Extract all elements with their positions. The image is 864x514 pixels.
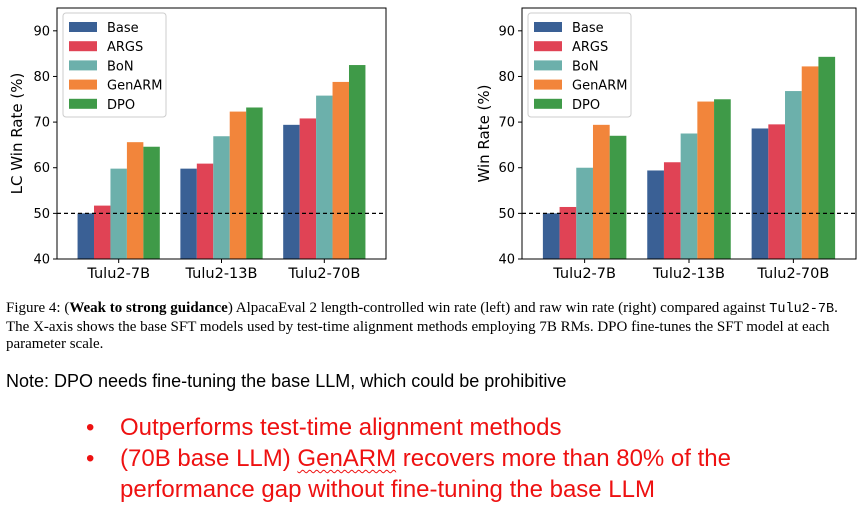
chart2-legend-label-dpo: DPO bbox=[572, 98, 600, 113]
caption-part1: ) AlpacaEval 2 length-controlled win rat… bbox=[227, 300, 770, 316]
chart1-ytick-label-70: 70 bbox=[33, 116, 50, 131]
chart2-bar-genarm-3 bbox=[801, 66, 819, 259]
chart1-bar-dpo-3 bbox=[348, 65, 366, 259]
chart2-legend-swatch-genarm bbox=[534, 79, 562, 90]
caption-bold: Weak to strong guidance bbox=[69, 300, 228, 316]
note-text: Note: DPO needs fine-tuning the base LLM… bbox=[6, 371, 567, 391]
bullet-text-1: Outperforms test-time alignment methods bbox=[120, 414, 562, 441]
chart2-ytick-label-50: 50 bbox=[498, 207, 515, 222]
chart1-ytick-label-40: 40 bbox=[33, 253, 50, 268]
chart1-bar-args-2 bbox=[196, 163, 214, 259]
chart2-bar-genarm-1 bbox=[592, 124, 610, 259]
chart1-ytick-label-60: 60 bbox=[33, 161, 50, 176]
chart2-legend-label-bon: BoN bbox=[572, 59, 599, 74]
chart1-bar-genarm-1 bbox=[126, 142, 144, 259]
chart2-ytick-label-70: 70 bbox=[498, 116, 515, 131]
chart2-legend-label-args: ARGS bbox=[572, 40, 608, 55]
chart2-bar-dpo-3 bbox=[818, 56, 836, 259]
chart1-bar-base-2 bbox=[180, 168, 197, 259]
chart1-ytick-label-50: 50 bbox=[33, 207, 50, 222]
chart1-bar-args-1 bbox=[94, 205, 111, 259]
chart2-bar-args-1 bbox=[559, 206, 577, 259]
chart2-bar-args-3 bbox=[768, 124, 786, 260]
chart1-bar-args-3 bbox=[299, 118, 317, 259]
chart1-legend-label-genarm: GenARM bbox=[107, 79, 162, 94]
chart1-legend-label-args: ARGS bbox=[107, 40, 143, 55]
chart1-bar-dpo-2 bbox=[246, 107, 263, 260]
chart1-legend-swatch-bon bbox=[69, 60, 97, 71]
chart1-bar-bon-2 bbox=[213, 136, 230, 259]
bullet-text-2-genarm: GenARM bbox=[297, 445, 397, 472]
chart1-legend-box bbox=[62, 12, 167, 118]
chart2-xtick-label-3: Tulu2-70B bbox=[756, 266, 829, 282]
chart2-bar-dpo-1 bbox=[609, 135, 627, 259]
chart2-xtick-label-2: Tulu2-13B bbox=[652, 266, 725, 282]
chart1-ytick-label-90: 90 bbox=[33, 24, 50, 39]
bullet-item-1: • Outperforms test-time alignment method… bbox=[86, 412, 856, 443]
chart2-legend-swatch-bon bbox=[534, 60, 562, 71]
bullet-item-2: • (70B base LLM) GenARM recovers more th… bbox=[86, 443, 856, 505]
chart2-legend-label-genarm: GenARM bbox=[572, 79, 627, 94]
chart1-legend-swatch-base bbox=[69, 22, 97, 32]
chart1-legend-label-dpo: DPO bbox=[107, 98, 135, 113]
chart1-bar-genarm-2 bbox=[229, 111, 247, 259]
chart1-group: 40 50 60 70 80 90 Tulu2-7B Tulu2-13B Tulu2-70B LC… bbox=[8, 7, 387, 282]
caption-prefix: Figure 4: ( bbox=[6, 300, 70, 316]
chart2-ytick-label-90: 90 bbox=[498, 24, 515, 39]
bullet-text-2-pre: (70B base LLM) bbox=[120, 445, 298, 472]
bullet-list: • Outperforms test-time alignment method… bbox=[86, 412, 856, 505]
chart2-xtick-label-1: Tulu2-7B bbox=[552, 266, 616, 282]
chart1-legend-label-base: Base bbox=[107, 21, 139, 36]
chart1-xtick-label-2: Tulu2-13B bbox=[185, 266, 258, 282]
chart1-xtick-label-1: Tulu2-7B bbox=[86, 266, 150, 282]
chart2-ytick-label-80: 80 bbox=[498, 70, 515, 85]
chart2-ytick-label-60: 60 bbox=[498, 161, 515, 176]
chart1-bar-base-3 bbox=[283, 124, 300, 259]
chart1-bar-dpo-1 bbox=[143, 146, 160, 259]
chart1-bar-genarm-3 bbox=[332, 81, 349, 260]
chart2-bar-base-3 bbox=[751, 128, 769, 259]
chart2-bar-dpo-2 bbox=[714, 99, 731, 260]
chart2-bar-bon-1 bbox=[576, 167, 593, 259]
chart2-legend-label-base: Base bbox=[572, 21, 604, 36]
bullet-dot-2: • bbox=[86, 445, 95, 472]
chart2-bar-base-2 bbox=[647, 170, 664, 259]
chart1-y-axis-label: LC Win Rate (%) bbox=[8, 73, 26, 195]
caption-mono: Tulu2-7B bbox=[769, 302, 835, 317]
chart1-ytick-label-80: 80 bbox=[33, 70, 50, 85]
chart2-bar-base-1 bbox=[542, 213, 560, 259]
chart2-legend-swatch-dpo bbox=[534, 98, 562, 109]
chart2-bar-bon-2 bbox=[680, 133, 698, 259]
chart1-legend-swatch-genarm bbox=[69, 79, 97, 90]
bullet-text-2-post: recovers more than 80% of the performanc… bbox=[120, 445, 731, 503]
chart2-bar-genarm-2 bbox=[697, 101, 715, 259]
chart2-legend-swatch-args bbox=[534, 41, 562, 52]
charts-area: 40 50 60 70 80 90 Tulu2-7B Tulu2-13B Tulu2-70B LC… bbox=[8, 7, 857, 282]
chart2-legend-swatch-base bbox=[534, 22, 562, 32]
chart1-bar-bon-3 bbox=[316, 95, 333, 260]
chart2-y-axis-label: Win Rate (%) bbox=[475, 84, 493, 182]
chart2-bar-bon-3 bbox=[785, 91, 802, 259]
chart2-group: 40 50 60 70 80 90 Tulu2-7B Tulu2-13B Tulu2-70B Wi… bbox=[475, 7, 857, 282]
chart1-legend-swatch-args bbox=[69, 41, 97, 52]
chart1-legend-label-bon: BoN bbox=[107, 59, 134, 74]
chart1-xtick-label-3: Tulu2-70B bbox=[287, 266, 360, 282]
bullet-dot-1: • bbox=[86, 414, 95, 441]
chart2-legend-box bbox=[527, 12, 632, 118]
chart1-bar-bon-1 bbox=[110, 168, 127, 259]
figure-caption: Figure 4: (Weak to strong guidance) Alpa… bbox=[6, 300, 862, 354]
chart1-legend-swatch-dpo bbox=[69, 98, 97, 109]
caption-part2: . The X-axis shows the base SFT models u… bbox=[6, 300, 838, 352]
chart1-bar-base-1 bbox=[77, 213, 95, 259]
chart2-bar-args-2 bbox=[663, 162, 681, 259]
chart2-ytick-label-40: 40 bbox=[498, 253, 515, 268]
